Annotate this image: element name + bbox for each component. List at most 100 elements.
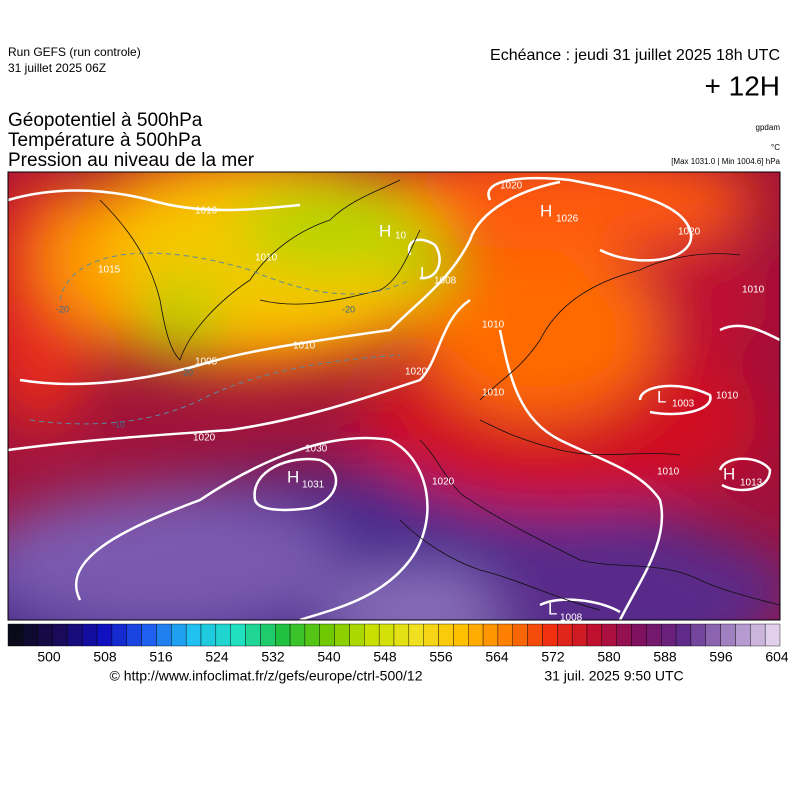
isobars [8, 176, 780, 620]
pressure-center-value: 1008 [560, 613, 583, 624]
isobar-label: 1010 [742, 285, 765, 296]
colorbar-tick-label: 508 [93, 649, 117, 665]
valid-time: Echéance : jeudi 31 juillet 2025 18h UTC [490, 47, 780, 64]
colorbar-cell [275, 623, 291, 647]
colorbar-cell [497, 623, 513, 647]
isobar-label: 1010 [716, 391, 739, 402]
colorbar-tick-label: 540 [317, 649, 341, 665]
run-label: Run GEFS (run controle) [8, 45, 141, 59]
colorbar-tick-label: 604 [765, 649, 788, 665]
pressure-center-kind: H [723, 464, 735, 483]
colorbar-tick-label: 572 [541, 649, 565, 665]
unit-label: [Max 1031.0 | Min 1004.6] hPa [671, 157, 780, 166]
colorbar-cell [22, 623, 38, 647]
isobar-label: 1015 [98, 265, 121, 276]
field-title: Pression au niveau de la mer [8, 150, 255, 171]
colorbar-cell [631, 623, 647, 647]
colorbar-cell [200, 623, 217, 647]
pressure-center-kind: H [287, 467, 299, 486]
colorbar-cell [750, 623, 766, 647]
isobar-label: 1020 [432, 477, 455, 488]
pressure-center-kind: L [657, 387, 666, 406]
colorbar-cell [126, 623, 142, 647]
colorbar-cell [735, 623, 751, 647]
pressure-center-kind: H [540, 201, 552, 220]
isobar-label: 1005 [195, 357, 218, 368]
colorbar-tick-label: 516 [149, 649, 173, 665]
field-title: Géopotentiel à 500hPa [8, 110, 203, 131]
colorbar-cell [82, 623, 98, 647]
pressure-center-kind: H [379, 221, 391, 240]
colorbar-cell [111, 623, 127, 647]
map-frame [7, 171, 781, 621]
isobar-label: 1010 [195, 206, 218, 217]
colorbar-cell [675, 623, 692, 647]
colorbar-cell [96, 623, 113, 647]
colorbar-tick-label: 564 [485, 649, 509, 665]
isotherm-label: -10 [112, 419, 125, 429]
isobar-label: 1010 [657, 467, 680, 478]
pressure-center-value: 1026 [556, 214, 579, 225]
pressure-center-value: 10 [395, 231, 407, 242]
colorbar-cell [141, 623, 157, 647]
colorbar-tick-label: 588 [653, 649, 677, 665]
colorbar-cell [334, 623, 350, 647]
colorbar-tick-label: 500 [37, 649, 61, 665]
run-date: 31 juillet 2025 06Z [8, 61, 106, 75]
colorbar-cell [616, 623, 632, 647]
pressure-center-value: 1008 [434, 276, 457, 287]
colorbar-cell [527, 623, 543, 647]
isotherm-label: -20 [342, 304, 355, 314]
colorbar-cell [156, 623, 172, 647]
colorbar-cell [646, 623, 662, 647]
colorbar-tick-label: 524 [205, 649, 229, 665]
colorbar-cell [468, 623, 484, 647]
colorbar-cell [304, 623, 320, 647]
colorbar-cell [690, 623, 706, 647]
isobar-label: 1010 [293, 341, 316, 352]
unit-label: gpdam [756, 123, 781, 132]
colorbar-tick-label: 548 [373, 649, 397, 665]
isobar-label: 1020 [193, 433, 216, 444]
field-title: Température à 500hPa [8, 130, 202, 151]
colorbar-cell [37, 623, 53, 647]
colorbar-cell [260, 623, 276, 647]
source: © http://www.infoclimat.fr/z/gefs/europe… [109, 668, 422, 684]
colorbar-cell [482, 623, 499, 647]
pressure-center-kind: L [420, 263, 429, 282]
colorbar-cell [319, 623, 335, 647]
colorbar-cell [171, 623, 187, 647]
colorbar-tick-label: 556 [429, 649, 453, 665]
colorbar-cell [438, 623, 454, 647]
colorbar-cell [423, 623, 439, 647]
colorbar-cell [393, 623, 410, 647]
colorbar-cell [764, 623, 781, 647]
isobar-label: 1010 [482, 320, 505, 331]
colorbar-tick-label: 580 [597, 649, 621, 665]
pressure-center-kind: L [548, 599, 557, 618]
isobar-label: 1020 [500, 181, 523, 192]
colorbar-cell [215, 623, 231, 647]
isobar-label: 1010 [482, 388, 505, 399]
colorbar-cell [245, 623, 261, 647]
colorbar-cell [661, 623, 677, 647]
pressure-center-value: 1003 [672, 399, 695, 410]
isobar-label: 1030 [305, 444, 328, 455]
map [8, 172, 780, 620]
isobar-label: 1020 [678, 227, 701, 238]
isobar-label: 1020 [405, 367, 428, 378]
pressure-center-value: 1013 [740, 478, 763, 489]
colorbar-cell [720, 623, 736, 647]
colorbar-cell [512, 623, 528, 647]
colorbar-cell [289, 623, 306, 647]
colorbar-cell [52, 623, 68, 647]
unit-label: °C [771, 143, 780, 152]
isobar-label: 1010 [255, 253, 278, 264]
colorbar-cell [185, 623, 202, 647]
lead-time: + 12H [705, 70, 781, 101]
colorbar-cell [453, 623, 469, 647]
timestamp: 31 juil. 2025 9:50 UTC [544, 668, 683, 684]
isotherm-label: -20 [180, 367, 193, 377]
